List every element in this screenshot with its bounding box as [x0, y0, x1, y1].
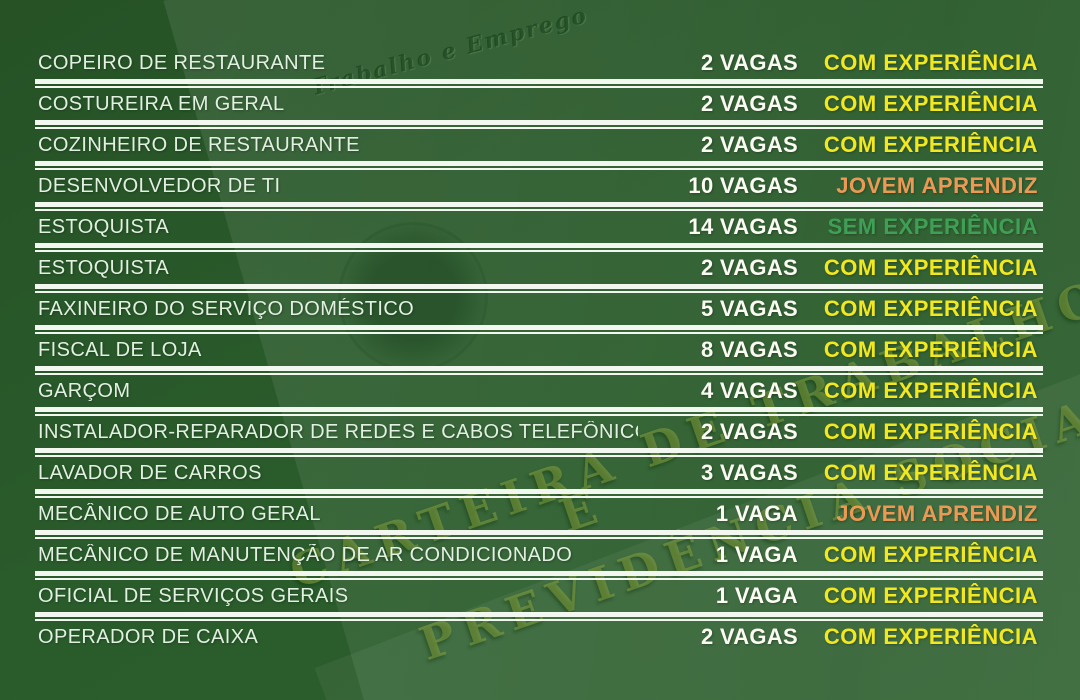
job-title: COZINHEIRO DE RESTAURANTE — [38, 133, 360, 156]
job-title: ESTOQUISTA — [38, 256, 170, 279]
row-separator — [35, 448, 1043, 457]
job-title: DESENVOLVEDOR DE TI — [38, 174, 281, 197]
job-row: MECÂNICO DE MANUTENÇÃO DE AR CONDICIONAD… — [0, 539, 1080, 571]
requirement-badge: JOVEM APRENDIZ — [836, 173, 1038, 198]
job-title: LAVADOR DE CARROS — [38, 461, 262, 484]
job-title: FAXINEIRO DO SERVIÇO DOMÉSTICO — [38, 297, 415, 320]
requirement-badge: COM EXPERIÊNCIA — [823, 337, 1038, 362]
requirement-badge: COM EXPERIÊNCIA — [823, 132, 1038, 157]
requirement-badge: COM EXPERIÊNCIA — [823, 542, 1038, 567]
job-title: OPERADOR DE CAIXA — [38, 625, 259, 648]
requirement-badge: COM EXPERIÊNCIA — [823, 419, 1038, 444]
vacancies-count: 1 VAGA — [715, 501, 798, 526]
requirement-badge: COM EXPERIÊNCIA — [823, 91, 1038, 116]
job-title: MECÂNICO DE AUTO GERAL — [38, 502, 321, 525]
vacancies-count: 14 VAGAS — [688, 214, 798, 239]
requirement-badge: JOVEM APRENDIZ — [836, 501, 1038, 526]
job-row: MECÂNICO DE AUTO GERAL 1 VAGA JOVEM APRE… — [0, 498, 1080, 530]
job-row: COSTUREIRA EM GERAL 2 VAGAS COM EXPERIÊN… — [0, 88, 1080, 120]
job-title: GARÇOM — [38, 379, 131, 402]
job-row: GARÇOM 4 VAGAS COM EXPERIÊNCIA — [0, 375, 1080, 407]
vacancies-count: 1 VAGA — [715, 542, 798, 567]
vacancies-count: 8 VAGAS — [700, 337, 798, 362]
job-title: COPEIRO DE RESTAURANTE — [38, 51, 326, 74]
vacancies-count: 4 VAGAS — [700, 378, 798, 403]
job-row: LAVADOR DE CARROS 3 VAGAS COM EXPERIÊNCI… — [0, 457, 1080, 489]
vacancies-count: 5 VAGAS — [700, 296, 798, 321]
vacancies-count: 10 VAGAS — [688, 173, 798, 198]
vacancies-count: 2 VAGAS — [700, 132, 798, 157]
row-separator — [35, 202, 1043, 211]
job-row: ESTOQUISTA 2 VAGAS COM EXPERIÊNCIA — [0, 252, 1080, 284]
vacancies-count: 2 VAGAS — [700, 50, 798, 75]
row-separator — [35, 530, 1043, 539]
row-separator — [35, 612, 1043, 621]
vacancies-count: 2 VAGAS — [700, 624, 798, 649]
job-title: INSTALADOR-REPARADOR DE REDES E CABOS TE… — [38, 420, 638, 443]
job-title: MECÂNICO DE MANUTENÇÃO DE AR CONDICIONAD… — [38, 543, 573, 566]
job-row: DESENVOLVEDOR DE TI 10 VAGAS JOVEM APREN… — [0, 170, 1080, 202]
row-separator — [35, 243, 1043, 252]
requirement-badge: COM EXPERIÊNCIA — [823, 255, 1038, 280]
job-row: COZINHEIRO DE RESTAURANTE 2 VAGAS COM EX… — [0, 129, 1080, 161]
requirement-badge: COM EXPERIÊNCIA — [823, 624, 1038, 649]
row-separator — [35, 571, 1043, 580]
requirement-badge: COM EXPERIÊNCIA — [823, 50, 1038, 75]
job-row: FAXINEIRO DO SERVIÇO DOMÉSTICO 5 VAGAS C… — [0, 293, 1080, 325]
job-row: FISCAL DE LOJA 8 VAGAS COM EXPERIÊNCIA — [0, 334, 1080, 366]
requirement-badge: COM EXPERIÊNCIA — [823, 583, 1038, 608]
requirement-badge: COM EXPERIÊNCIA — [823, 296, 1038, 321]
vacancies-count: 2 VAGAS — [700, 255, 798, 280]
job-row: COPEIRO DE RESTAURANTE 2 VAGAS COM EXPER… — [0, 47, 1080, 79]
job-title: COSTUREIRA EM GERAL — [38, 92, 285, 115]
vacancies-count: 2 VAGAS — [700, 91, 798, 116]
job-title: OFICIAL DE SERVIÇOS GERAIS — [38, 584, 349, 607]
vacancies-count: 2 VAGAS — [700, 419, 798, 444]
row-separator — [35, 79, 1043, 88]
requirement-badge: SEM EXPERIÊNCIA — [827, 214, 1038, 239]
row-separator — [35, 366, 1043, 375]
job-row: OPERADOR DE CAIXA 2 VAGAS COM EXPERIÊNCI… — [0, 621, 1080, 653]
requirement-badge: COM EXPERIÊNCIA — [823, 378, 1038, 403]
vacancies-count: 1 VAGA — [715, 583, 798, 608]
job-title: FISCAL DE LOJA — [38, 338, 202, 361]
row-separator — [35, 325, 1043, 334]
row-separator — [35, 407, 1043, 416]
row-separator — [35, 120, 1043, 129]
job-row: ESTOQUISTA 14 VAGAS SEM EXPERIÊNCIA — [0, 211, 1080, 243]
job-title: ESTOQUISTA — [38, 215, 170, 238]
job-row: OFICIAL DE SERVIÇOS GERAIS 1 VAGA COM EX… — [0, 580, 1080, 612]
vacancies-count: 3 VAGAS — [700, 460, 798, 485]
row-separator — [35, 284, 1043, 293]
row-separator — [35, 489, 1043, 498]
requirement-badge: COM EXPERIÊNCIA — [823, 460, 1038, 485]
row-separator — [35, 161, 1043, 170]
job-row: INSTALADOR-REPARADOR DE REDES E CABOS TE… — [0, 416, 1080, 448]
